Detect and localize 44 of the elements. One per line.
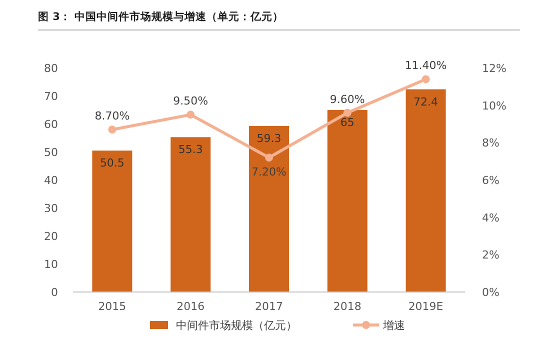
point	[186, 110, 195, 119]
point	[343, 108, 352, 117]
bar	[327, 110, 368, 292]
y2-tick-label: 2%	[482, 248, 500, 262]
bar	[170, 137, 211, 292]
x-tick-label: 2019E	[408, 300, 444, 313]
y-tick-label: 50	[44, 146, 58, 159]
y-tick-label: 30	[44, 202, 58, 215]
bar	[92, 150, 132, 292]
x-tick-label: 2016	[176, 300, 205, 313]
y-tick-label: 80	[44, 62, 58, 75]
y-tick-label: 0	[51, 286, 58, 299]
data-label: 50.5	[100, 156, 124, 170]
bar	[249, 126, 289, 292]
data-label: 55.3	[178, 143, 203, 156]
y2-tick-label: 10%	[482, 99, 506, 112]
chart-title: 图 3： 中国中间件市场规模与增速（单元：亿元）	[38, 10, 284, 23]
y2-tick-label: 12%	[482, 62, 506, 75]
y-tick-label: 20	[44, 230, 58, 243]
data-label: 59.3	[256, 132, 282, 145]
data-label: 8.70%	[94, 110, 130, 123]
data-label: 11.40%	[404, 59, 447, 72]
point	[108, 126, 116, 134]
legend-label: 增速	[382, 319, 405, 332]
y2-tick-label: 8%	[482, 136, 500, 150]
x-tick-label: 2015	[98, 300, 126, 313]
point	[265, 154, 273, 162]
y-tick-label: 40	[44, 174, 58, 187]
x-tick-label: 2017	[255, 300, 283, 313]
x-tick-label: 2018	[333, 300, 362, 313]
y-tick-label: 60	[44, 118, 58, 131]
y-tick-label: 70	[44, 90, 58, 103]
y2-tick-label: 6%	[482, 174, 500, 187]
legend-label: 中间件市场规模（亿元）	[176, 319, 297, 332]
data-label: 72.4	[414, 95, 438, 108]
y-tick-label: 10	[44, 258, 58, 271]
bar	[406, 89, 446, 292]
point	[422, 75, 430, 84]
data-label: 9.60%	[330, 92, 365, 106]
y2-tick-label: 0%	[482, 286, 500, 299]
data-label: 65	[340, 116, 354, 129]
data-label: 9.50%	[173, 94, 208, 108]
data-label: 7.20%	[252, 166, 286, 179]
y2-tick-label: 4%	[482, 211, 500, 224]
